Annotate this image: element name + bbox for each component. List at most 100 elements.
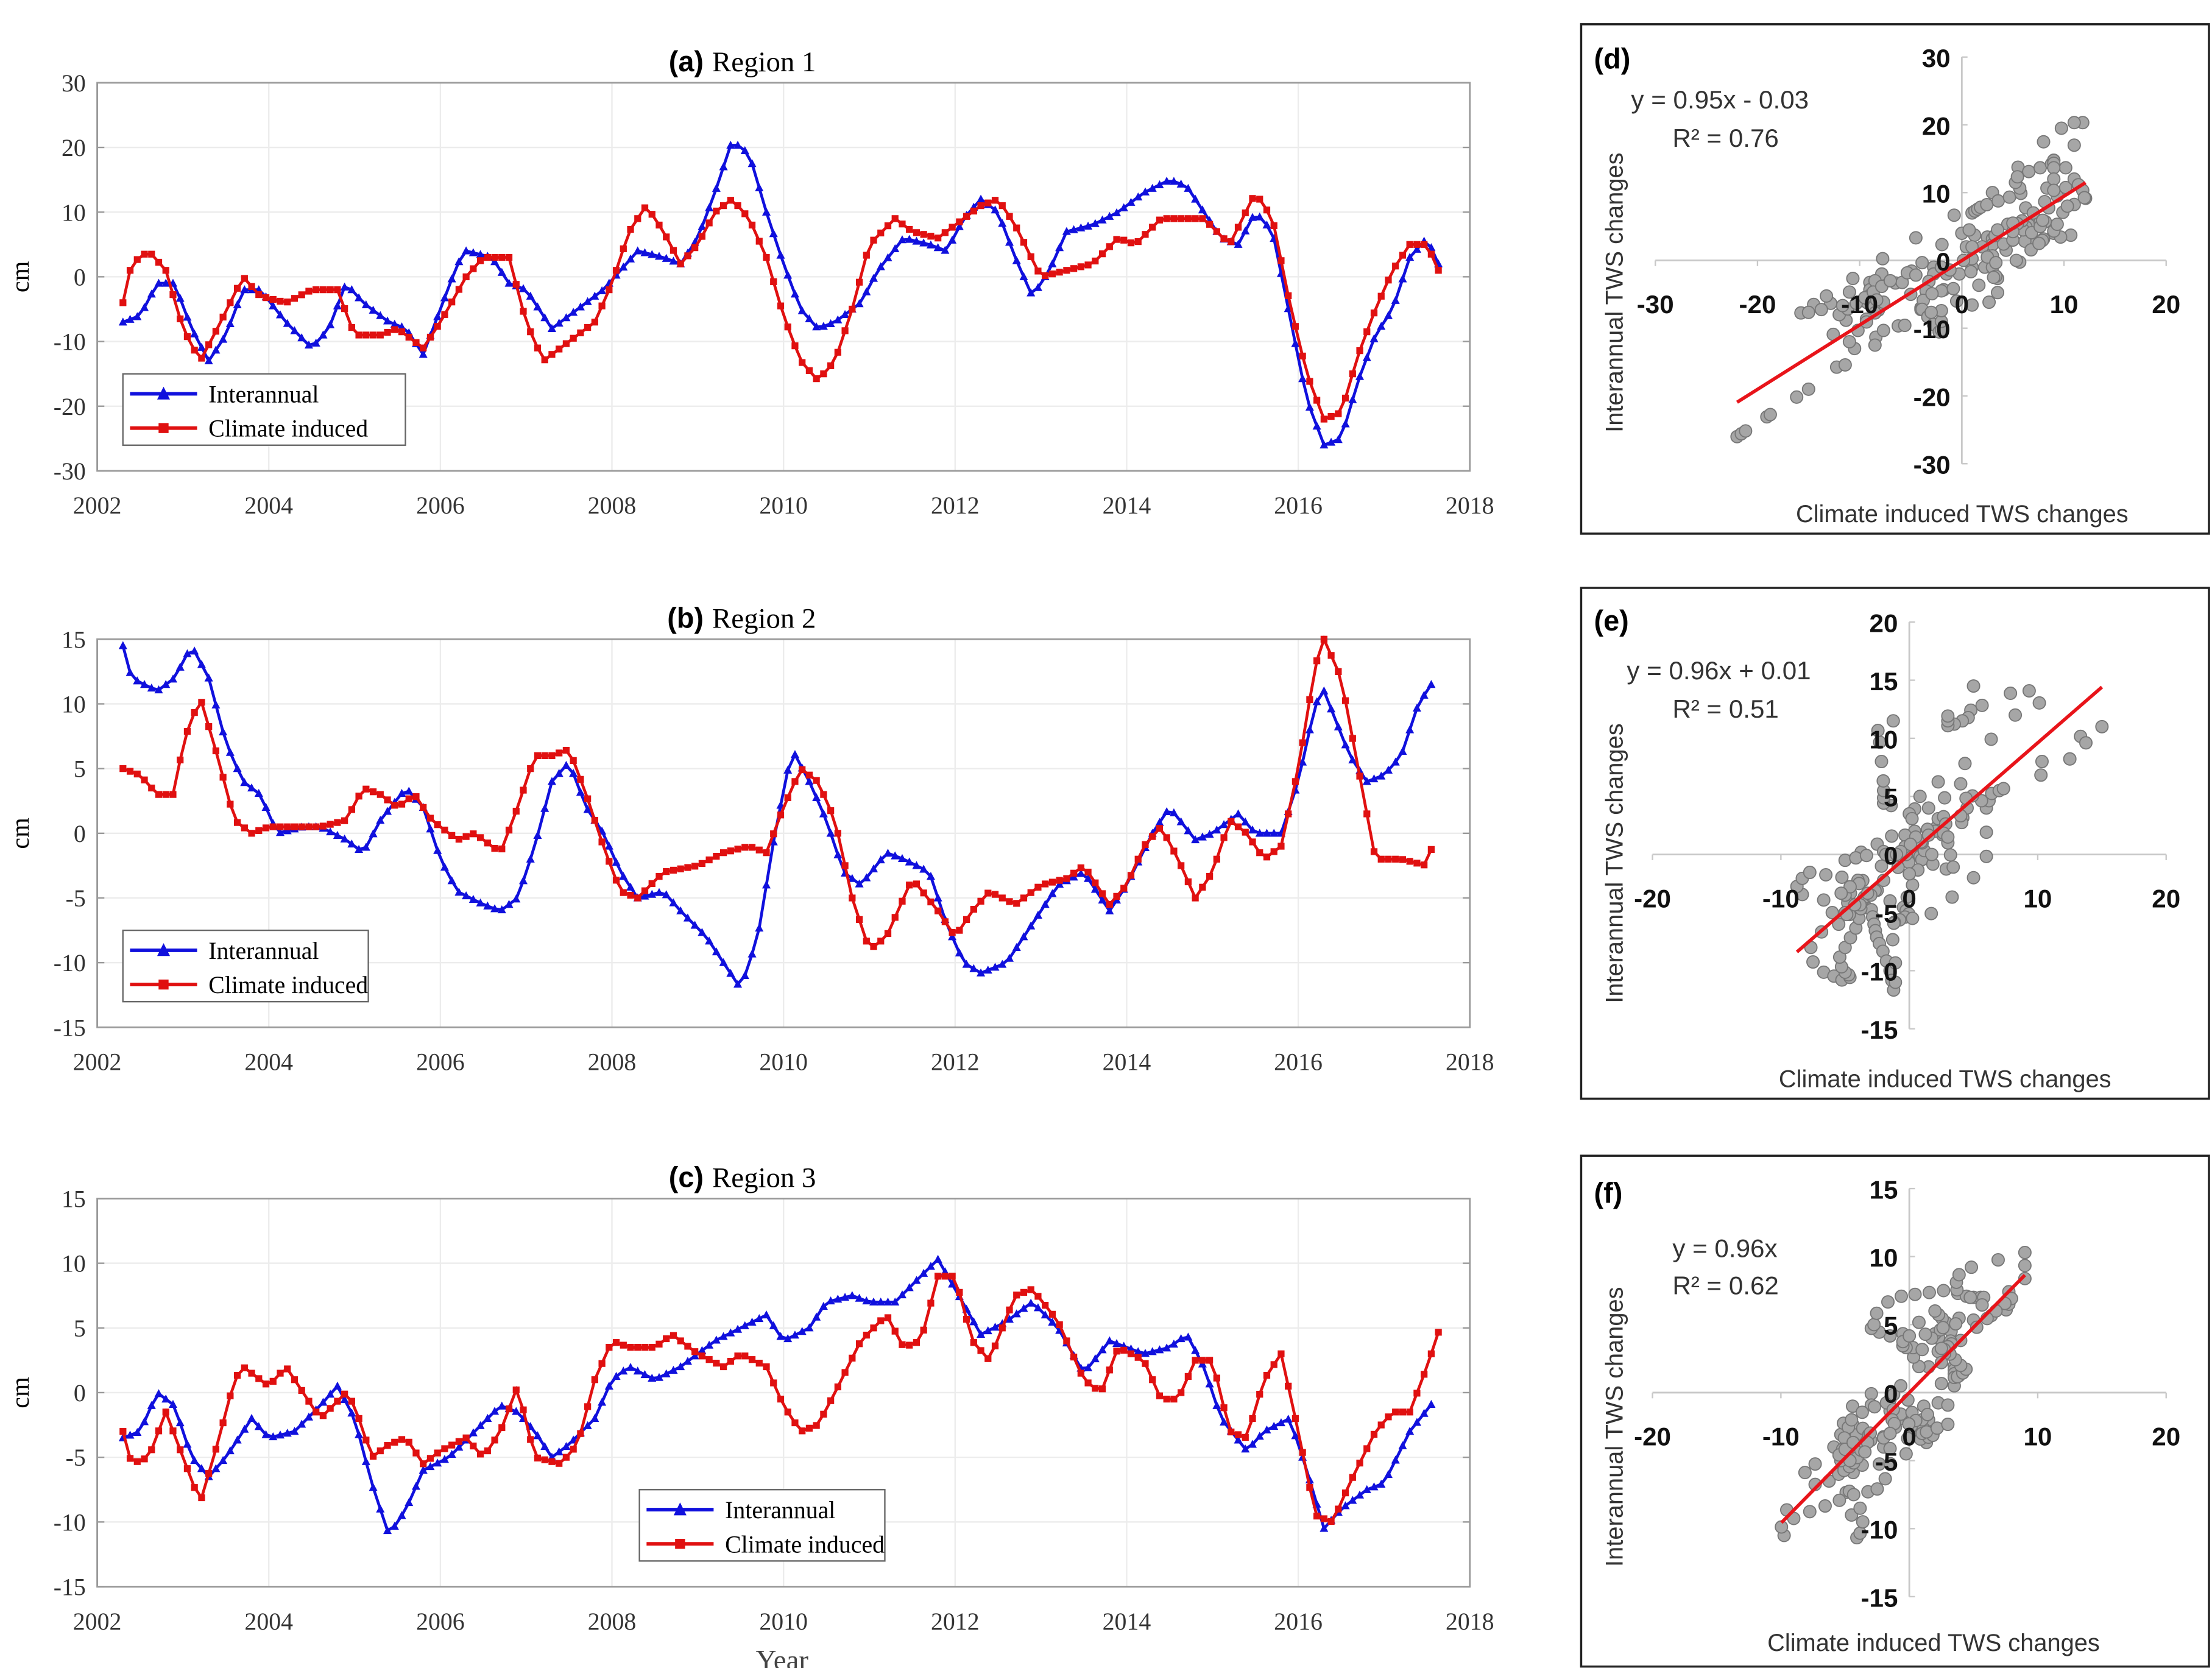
data-point-square [155, 791, 163, 798]
scatter-point [1845, 1413, 1859, 1427]
data-point-square [770, 830, 777, 838]
data-point-square [412, 339, 420, 346]
data-point-square [1285, 1382, 1292, 1390]
data-point-triangle [1169, 177, 1178, 185]
data-point-square [1256, 196, 1263, 203]
data-point-triangle [168, 674, 178, 683]
legend-climate: Climate induced [208, 415, 368, 442]
data-point-square [348, 323, 355, 331]
data-point-triangle [562, 760, 571, 769]
data-point-square [262, 824, 270, 832]
data-point-square [1249, 838, 1256, 846]
data-point-triangle [1355, 1490, 1365, 1499]
data-point-square [627, 1344, 634, 1351]
data-point-square [1106, 243, 1113, 250]
panel-a: (a) Region 1 cm 2002 2004 2006 2008 2010 2012… [6, 46, 1494, 519]
data-point-square [1234, 224, 1242, 231]
data-point-triangle [819, 1301, 828, 1310]
data-point-square [1034, 883, 1042, 891]
data-point-square [920, 1326, 927, 1334]
data-point-triangle [1377, 1479, 1386, 1488]
scatter-point [2047, 183, 2061, 197]
scatter-point [1842, 334, 1856, 348]
data-point-triangle [1405, 253, 1415, 261]
data-point-square [212, 747, 220, 755]
data-point-square [863, 252, 870, 259]
data-point-square [970, 207, 977, 215]
x-tick-label: 2008 [588, 1049, 637, 1076]
data-point-triangle [733, 1324, 743, 1333]
data-point-triangle [547, 777, 556, 785]
data-point-triangle [969, 964, 978, 972]
data-point-square [1056, 1321, 1063, 1329]
data-point-square [191, 709, 198, 716]
data-point-square [462, 833, 470, 840]
scatter-point [2047, 161, 2061, 175]
x-tick-label: 20 [2152, 884, 2180, 913]
data-point-triangle [355, 844, 364, 853]
data-point-triangle [526, 291, 535, 300]
scatter-point [1943, 848, 1957, 862]
y-tick-label: -10 [54, 950, 86, 977]
data-point-square [1178, 215, 1185, 222]
data-point-square [748, 221, 756, 229]
data-point-triangle [1312, 697, 1321, 705]
data-point-square [920, 889, 927, 897]
data-point-triangle [1305, 725, 1314, 733]
data-point-triangle [1212, 825, 1221, 834]
data-point-triangle [705, 1340, 714, 1349]
scatter-point [1965, 1260, 1979, 1274]
data-point-triangle [1341, 1501, 1350, 1510]
data-point-triangle [275, 310, 285, 319]
scatter-point [1965, 298, 1979, 312]
data-point-triangle [1419, 690, 1429, 699]
data-point-square [1070, 265, 1078, 272]
data-point-square [1363, 810, 1371, 818]
data-point-triangle [219, 727, 228, 736]
y-tick-label: -15 [1860, 1583, 1898, 1612]
data-point-square [126, 267, 134, 274]
scatter-point [1899, 1447, 1913, 1461]
scatter-point [1946, 860, 1960, 874]
data-point-triangle [662, 253, 671, 262]
data-point-square [684, 864, 691, 871]
data-point-triangle [812, 1312, 821, 1321]
data-point-triangle [1348, 755, 1357, 764]
data-point-square [799, 359, 806, 366]
data-point-triangle [490, 257, 500, 266]
data-point-square [548, 1458, 556, 1465]
data-point-triangle [554, 1447, 564, 1455]
data-point-square [620, 245, 627, 252]
data-point-triangle [676, 906, 685, 914]
x-tick-label: 2004 [244, 492, 293, 519]
data-point-triangle [504, 900, 514, 908]
data-point-square [248, 830, 255, 837]
data-point-square [791, 342, 799, 350]
data-point-square [556, 1460, 563, 1467]
scatter-point [2022, 164, 2036, 178]
data-point-triangle [225, 747, 235, 756]
data-point-square [1220, 235, 1228, 242]
data-point-square [277, 1369, 284, 1377]
data-point-square [305, 288, 313, 295]
data-point-square [570, 1446, 577, 1453]
data-point-triangle [933, 1254, 942, 1263]
data-point-square [1220, 834, 1228, 841]
data-point-triangle [1327, 704, 1336, 713]
data-point-triangle [1033, 910, 1042, 919]
data-point-square [606, 286, 613, 294]
data-point-triangle [648, 889, 657, 898]
data-point-square [162, 1408, 169, 1416]
scatter-point [1934, 1377, 1948, 1391]
scatter-point [1909, 231, 1923, 245]
data-point-triangle [633, 246, 642, 255]
y-tick-label: 0 [74, 1380, 86, 1407]
data-point-triangle [855, 879, 864, 888]
data-point-square [648, 211, 655, 218]
scatter-point [1814, 303, 1828, 317]
data-point-square [1199, 215, 1206, 222]
data-point-square [362, 331, 370, 339]
data-point-triangle [1255, 212, 1264, 221]
data-point-square [855, 278, 863, 286]
scatter-point [1890, 847, 1904, 861]
